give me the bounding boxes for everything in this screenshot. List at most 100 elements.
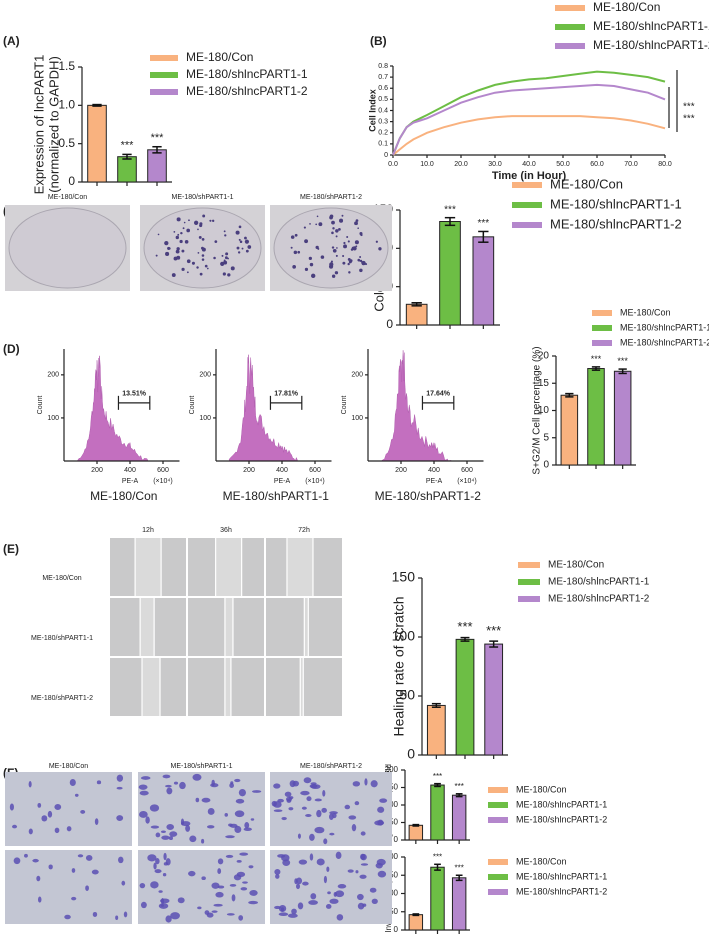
cell-blob <box>274 869 281 875</box>
colony <box>224 234 227 237</box>
cell-blob <box>364 778 368 786</box>
cell-blob <box>211 779 215 787</box>
cell-blob <box>228 823 233 827</box>
colony <box>331 274 336 278</box>
legend-label: ME-180/Con <box>516 856 567 866</box>
error-bar <box>411 302 422 307</box>
cell-blob <box>360 831 366 836</box>
y-tick-label: 0.7 <box>378 74 388 81</box>
x-tick-label: 10.0 <box>420 161 434 168</box>
colony <box>173 256 178 261</box>
colony <box>227 257 229 260</box>
x-tick-label: 600 <box>461 467 473 474</box>
legend-label: ME-180/shlncPART1-2 <box>620 337 709 347</box>
y-tick-label: 0.3 <box>378 118 388 125</box>
cell-blob <box>379 798 388 803</box>
y-tick-label: 0.2 <box>378 130 388 137</box>
colony <box>294 233 298 237</box>
cell-blob <box>326 866 330 873</box>
colony <box>197 251 200 254</box>
cell-blob <box>28 781 32 788</box>
colony <box>179 239 183 244</box>
significance: *** <box>617 356 628 366</box>
legend-label: ME-180/Con <box>550 176 623 191</box>
cell-blob <box>357 893 364 901</box>
cell-blob <box>296 877 303 885</box>
colony <box>225 252 229 256</box>
y-tick-label: 0 <box>386 317 393 331</box>
colony <box>245 249 249 253</box>
histogram-shape <box>380 350 453 462</box>
cell-blob <box>163 852 167 861</box>
colony <box>173 231 176 233</box>
cell-blob <box>64 914 71 920</box>
cell-blob <box>225 835 235 839</box>
plate <box>273 207 389 289</box>
colony <box>335 235 338 238</box>
cell-blob <box>329 832 335 836</box>
cell-blob <box>181 821 191 827</box>
cell-blob <box>229 883 237 887</box>
cell-blob <box>226 913 235 916</box>
histogram-shape <box>228 354 301 462</box>
y-tick-label: 0.5 <box>378 96 388 103</box>
cell-blob <box>166 787 173 795</box>
cell-blob <box>24 853 28 858</box>
scratch-gap <box>215 538 242 596</box>
colony <box>328 264 334 269</box>
cell-blob <box>177 897 185 904</box>
y-tick-label: 100 <box>392 628 416 644</box>
cell-blob <box>300 790 310 796</box>
colony <box>198 235 202 239</box>
cell-blob <box>239 852 249 856</box>
colony <box>315 223 318 226</box>
scratch-gap <box>224 658 231 716</box>
x-tick-label: 80.0 <box>658 161 672 168</box>
cell-blob <box>121 880 126 886</box>
cell-blob <box>243 827 252 832</box>
cell-blob <box>69 779 76 787</box>
cell-blob <box>117 856 124 864</box>
cell-blob <box>314 798 322 802</box>
significance: *** <box>454 864 463 873</box>
cell-blob <box>158 890 163 893</box>
cell-blob <box>329 898 339 904</box>
colony <box>181 249 185 253</box>
colony <box>297 250 301 254</box>
cell-blob <box>179 781 186 790</box>
column-header: 12h <box>142 527 154 534</box>
cell-blob <box>335 890 345 898</box>
cell-blob <box>74 793 79 797</box>
cell-blob <box>170 912 180 920</box>
y-tick-label: 0.5 <box>58 136 75 150</box>
row-label: ME-180/Con <box>42 575 81 582</box>
x-tick-label: 200 <box>395 467 407 474</box>
y-tick-label: 100 <box>351 415 363 422</box>
cell-blob <box>153 862 157 870</box>
scratch-gap <box>300 658 304 716</box>
significance: *** <box>457 619 472 634</box>
cell-blob <box>296 883 301 890</box>
cell-blob <box>240 887 248 891</box>
cell-blob <box>273 783 281 789</box>
transwell-photo <box>5 772 132 846</box>
cell-blob <box>371 898 378 904</box>
cell-blob <box>37 802 42 808</box>
colony <box>357 227 359 230</box>
colony <box>334 271 339 275</box>
cell-blob <box>323 838 328 845</box>
legend-label: ME-180/shlncPART1-2 <box>186 84 308 98</box>
cell-blob <box>301 806 307 810</box>
colony <box>318 222 323 227</box>
histogram-caption: ME-180/shPART1-1 <box>223 489 330 503</box>
legend-swatch <box>555 5 585 11</box>
cell-blob <box>242 881 248 884</box>
colony <box>293 250 298 255</box>
cell-blob <box>195 797 200 803</box>
y-tick-label: 200 <box>47 372 59 379</box>
colony <box>331 231 334 235</box>
cell-blob <box>80 810 86 814</box>
cell-blob <box>71 868 76 873</box>
y-tick-label: 50 <box>389 907 398 916</box>
cell-blob <box>139 810 148 818</box>
